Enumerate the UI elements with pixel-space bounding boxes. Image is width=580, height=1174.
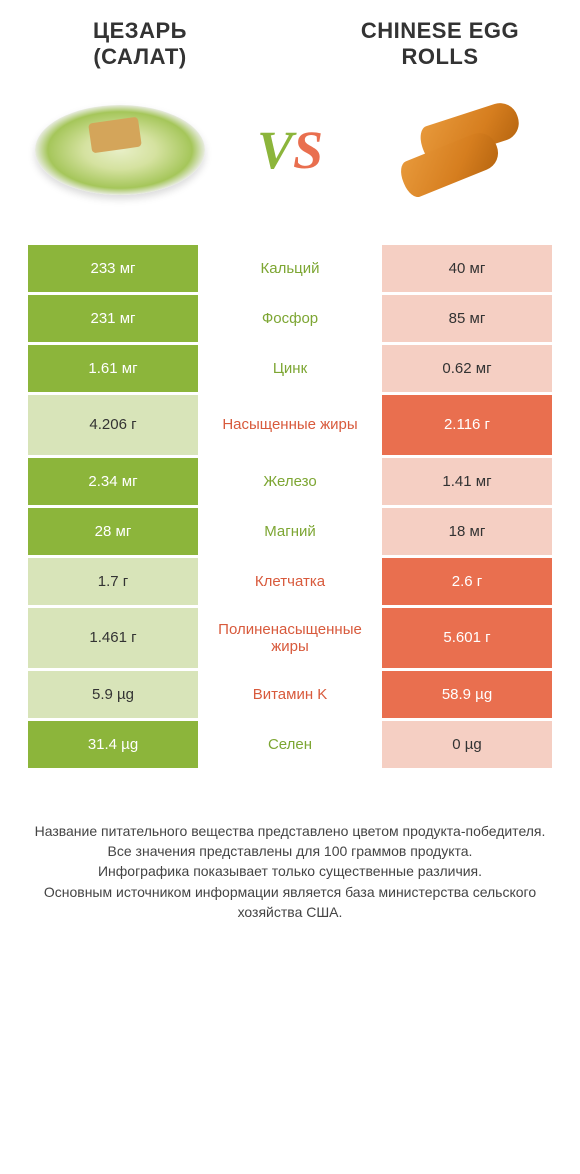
right-product-image: [370, 85, 550, 215]
left-title-line1: ЦЕЗАРЬ: [40, 18, 240, 44]
vs-label: VS: [257, 119, 323, 181]
header: ЦЕЗАРЬ (САЛАТ) CHINESE EGG ROLLS: [0, 0, 580, 71]
table-row: 233 мгКальций40 мг: [28, 245, 552, 292]
vs-row: VS: [0, 71, 580, 245]
nutrient-label: Кальций: [198, 245, 382, 292]
left-value: 5.9 µg: [28, 671, 198, 718]
left-product-image: [30, 85, 210, 215]
table-row: 31.4 µgСелен0 µg: [28, 721, 552, 768]
table-row: 5.9 µgВитамин K58.9 µg: [28, 671, 552, 718]
left-title-line2: (САЛАТ): [40, 44, 240, 70]
left-value: 231 мг: [28, 295, 198, 342]
table-row: 1.461 гПолиненасыщенные жиры5.601 г: [28, 608, 552, 668]
table-row: 2.34 мгЖелезо1.41 мг: [28, 458, 552, 505]
table-row: 231 мгФосфор85 мг: [28, 295, 552, 342]
right-value: 18 мг: [382, 508, 552, 555]
left-value: 1.461 г: [28, 608, 198, 668]
table-row: 1.61 мгЦинк0.62 мг: [28, 345, 552, 392]
footer-line: Инфографика показывает только существенн…: [30, 861, 550, 881]
nutrient-label: Цинк: [198, 345, 382, 392]
left-value: 2.34 мг: [28, 458, 198, 505]
nutrient-label: Насыщенные жиры: [198, 395, 382, 455]
footer-line: Название питательного вещества представл…: [30, 821, 550, 841]
left-value: 1.7 г: [28, 558, 198, 605]
left-value: 28 мг: [28, 508, 198, 555]
right-value: 85 мг: [382, 295, 552, 342]
right-title-line2: ROLLS: [340, 44, 540, 70]
nutrient-label: Железо: [198, 458, 382, 505]
footer-notes: Название питательного вещества представл…: [0, 771, 580, 922]
right-value: 0.62 мг: [382, 345, 552, 392]
vs-v: V: [257, 120, 293, 180]
right-value: 40 мг: [382, 245, 552, 292]
vs-s: S: [293, 120, 323, 180]
footer-line: Основным источником информации является …: [30, 882, 550, 923]
right-value: 2.6 г: [382, 558, 552, 605]
left-value: 31.4 µg: [28, 721, 198, 768]
left-value: 1.61 мг: [28, 345, 198, 392]
right-value: 58.9 µg: [382, 671, 552, 718]
nutrient-label: Полиненасыщенные жиры: [198, 608, 382, 668]
nutrient-label: Фосфор: [198, 295, 382, 342]
nutrient-label: Витамин K: [198, 671, 382, 718]
right-title-line1: CHINESE EGG: [340, 18, 540, 44]
table-row: 28 мгМагний18 мг: [28, 508, 552, 555]
salad-icon: [35, 105, 205, 195]
nutrient-table: 233 мгКальций40 мг231 мгФосфор85 мг1.61 …: [0, 245, 580, 768]
right-value: 0 µg: [382, 721, 552, 768]
table-row: 4.206 гНасыщенные жиры2.116 г: [28, 395, 552, 455]
eggrolls-icon: [390, 105, 530, 195]
nutrient-label: Магний: [198, 508, 382, 555]
nutrient-label: Селен: [198, 721, 382, 768]
nutrient-label: Клетчатка: [198, 558, 382, 605]
left-value: 4.206 г: [28, 395, 198, 455]
right-value: 2.116 г: [382, 395, 552, 455]
left-value: 233 мг: [28, 245, 198, 292]
table-row: 1.7 гКлетчатка2.6 г: [28, 558, 552, 605]
right-product-title: CHINESE EGG ROLLS: [340, 18, 540, 71]
right-value: 5.601 г: [382, 608, 552, 668]
footer-line: Все значения представлены для 100 граммо…: [30, 841, 550, 861]
right-value: 1.41 мг: [382, 458, 552, 505]
left-product-title: ЦЕЗАРЬ (САЛАТ): [40, 18, 240, 71]
